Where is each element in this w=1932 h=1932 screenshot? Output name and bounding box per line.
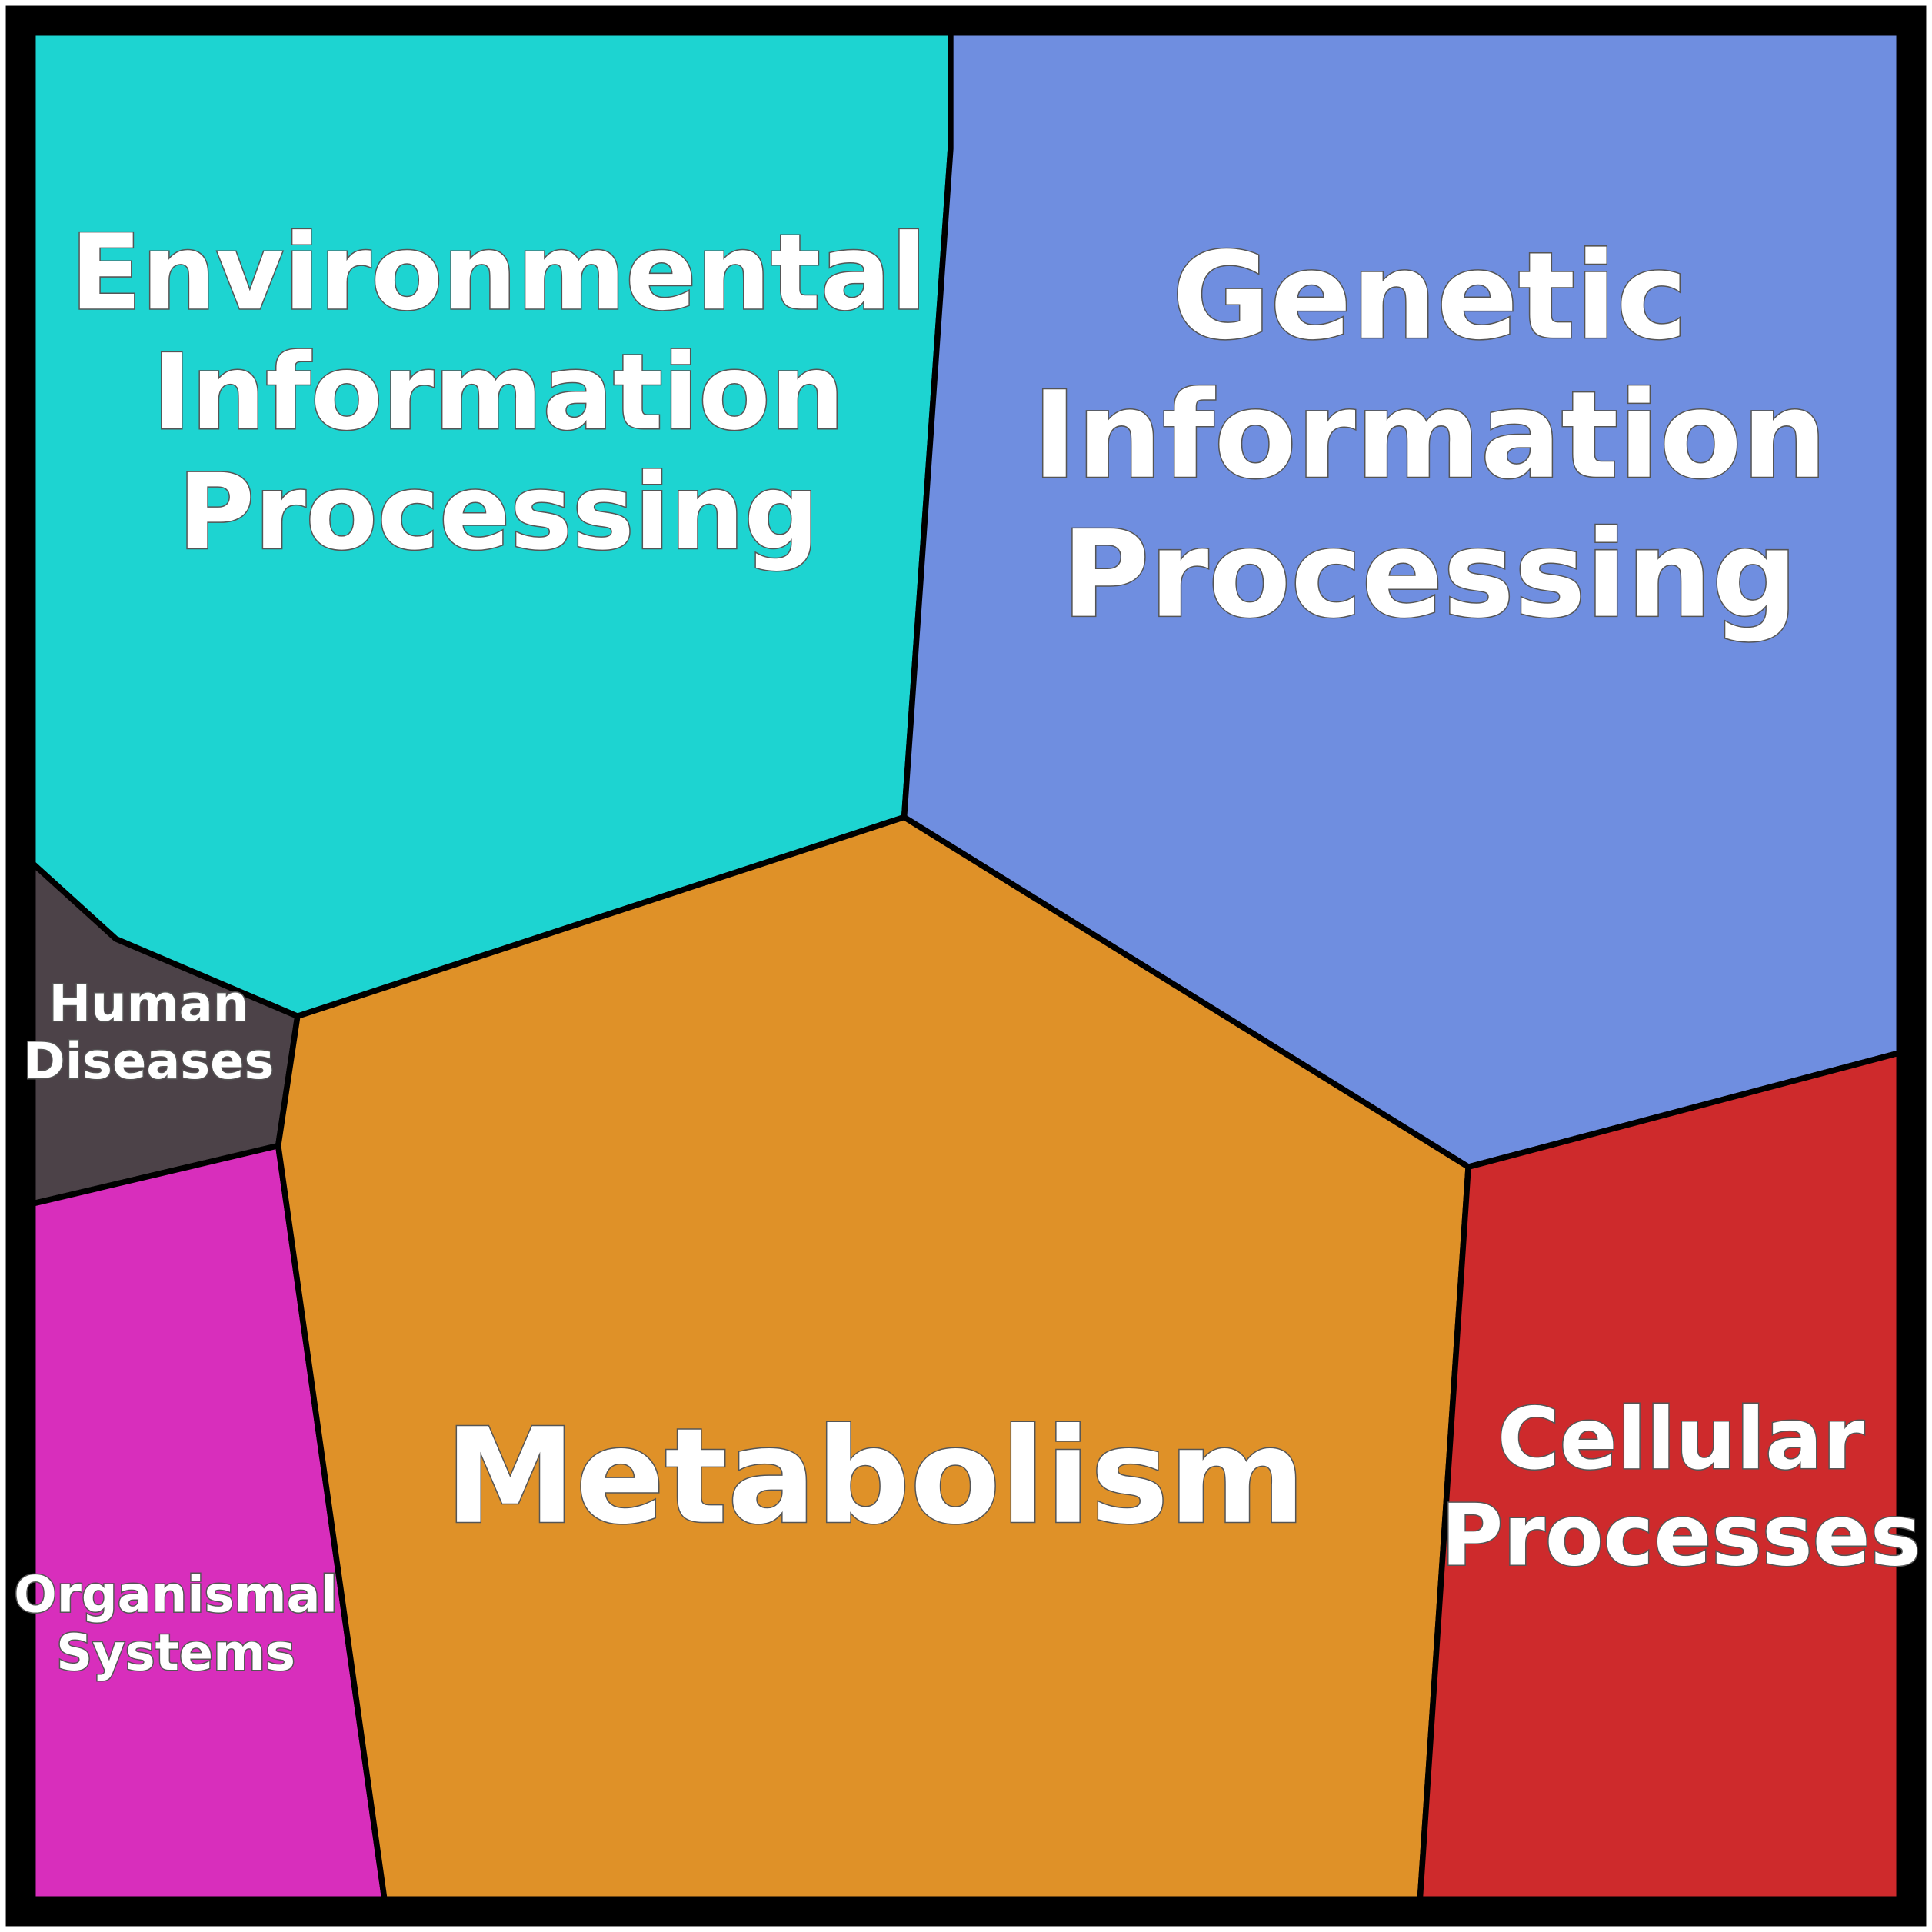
label-cellular: CellularProcesses xyxy=(1441,1390,1920,1586)
label-organismal: OrganismalSystems xyxy=(14,1565,338,1681)
label-human_diseases: HumanDiseases xyxy=(24,974,275,1091)
label-metabolism: Metabolism xyxy=(445,1401,1305,1554)
label-environmental: EnvironmentalInformationProcessing xyxy=(70,212,926,572)
voronoi-treemap: EnvironmentalInformationProcessingGeneti… xyxy=(0,0,1932,1932)
diagram-container: EnvironmentalInformationProcessingGeneti… xyxy=(0,0,1932,1932)
